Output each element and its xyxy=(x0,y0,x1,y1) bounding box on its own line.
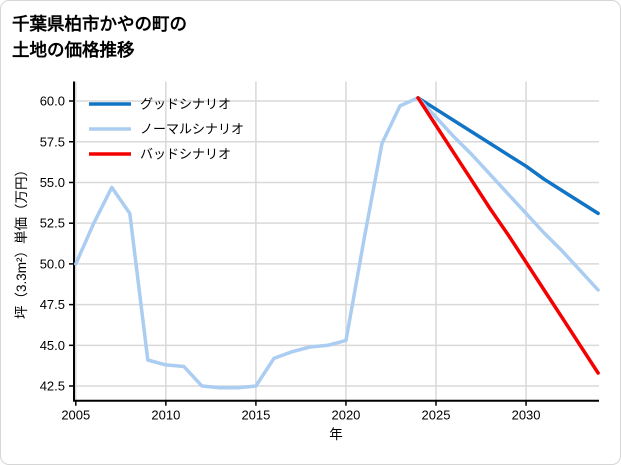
axes-spines xyxy=(73,81,599,402)
x-axis-label: 年 xyxy=(329,427,343,442)
series-line-normal xyxy=(416,96,600,292)
y-axis-label: 坪（3.3m²）単価（万円） xyxy=(14,163,29,319)
y-tick-label: 60.0 xyxy=(40,94,65,109)
legend-item-bad: バッドシナリオ xyxy=(89,147,231,162)
gridlines xyxy=(74,81,599,401)
y-tick-label: 55.0 xyxy=(40,175,65,190)
x-tick-label: 2005 xyxy=(61,408,90,423)
series-line-historical xyxy=(74,96,420,390)
legend-label-normal: ノーマルシナリオ xyxy=(140,122,244,137)
y-tick-label: 42.5 xyxy=(40,379,65,394)
legend-item-normal: ノーマルシナリオ xyxy=(89,122,244,137)
x-tick-label: 2025 xyxy=(422,408,451,423)
tick-labels: 2005 2010 2015 2020 2025 2030 42.5 45.0 47.5 50.0… xyxy=(40,94,541,423)
x-tick-label: 2015 xyxy=(241,408,270,423)
x-tick-label: 2010 xyxy=(151,408,180,423)
y-tick-label: 47.5 xyxy=(40,297,65,312)
y-tick-label: 50.0 xyxy=(40,256,65,271)
tick-marks xyxy=(69,100,527,406)
legend-label-bad: バッドシナリオ xyxy=(140,147,231,162)
y-tick-label: 57.5 xyxy=(40,134,65,149)
x-tick-label: 2020 xyxy=(331,408,360,423)
series-lines xyxy=(74,96,600,390)
chart-title-line2: 土地の価格推移 xyxy=(12,40,135,61)
chart-title: 千葉県柏市かやの町の 土地の価格推移 xyxy=(12,11,187,64)
legend-label-good: グッドシナリオ xyxy=(140,97,231,112)
chart-title-line1: 千葉県柏市かやの町の xyxy=(12,14,187,34)
series-line-bad xyxy=(416,96,600,375)
legend-item-good: グッドシナリオ xyxy=(89,97,231,112)
y-tick-label: 45.0 xyxy=(40,338,65,353)
x-tick-label: 2030 xyxy=(512,408,541,423)
y-tick-label: 52.5 xyxy=(40,216,65,231)
series-line-good xyxy=(416,96,600,216)
